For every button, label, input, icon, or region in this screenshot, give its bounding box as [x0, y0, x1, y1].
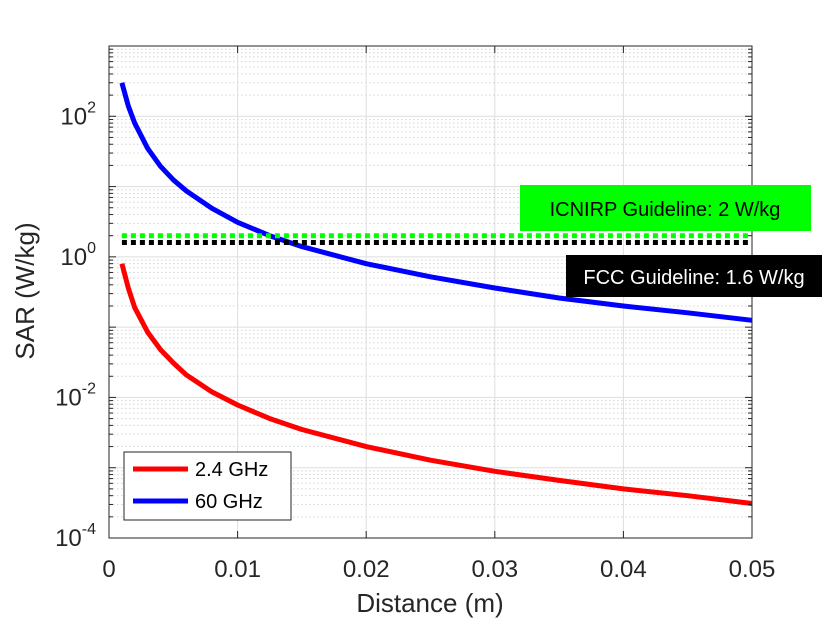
y-tick-label: 10-2: [55, 380, 96, 411]
x-tick-labels: 0 0.01 0.02 0.03 0.04 0.05: [102, 556, 775, 583]
series-line-60-ghz: [119, 82, 753, 323]
y-tick-label: 100: [60, 240, 96, 271]
y-tick-base: 10: [55, 525, 82, 552]
fcc-annotation: FCC Guideline: 1.6 W/kg: [566, 255, 822, 297]
legend-box: [123, 451, 292, 521]
legend-label-60ghz: 60 GHz: [195, 491, 263, 513]
icnirp-annotation-box: [520, 185, 811, 231]
y-tick-label: 102: [60, 99, 96, 130]
x-tick-label: 0.01: [214, 556, 261, 583]
y-tick-exponent: -2: [82, 380, 96, 397]
minor-grid: [109, 48, 752, 518]
y-tick-base: 10: [60, 103, 87, 130]
icnirp-annotation: ICNIRP Guideline: 2 W/kg: [520, 185, 811, 231]
x-tick-label: 0.04: [600, 556, 647, 583]
x-tick-label: 0.03: [471, 556, 518, 583]
series-line-2-4-ghz: [119, 263, 753, 506]
axis-ticks: [108, 45, 753, 539]
y-axis-label: SAR (W/kg): [10, 222, 40, 359]
y-tick-label: 10-4: [55, 521, 96, 552]
x-tick-label: 0.05: [729, 556, 776, 583]
y-tick-base: 10: [55, 384, 82, 411]
y-tick-base: 10: [60, 244, 87, 271]
y-tick-exponent: -4: [82, 521, 96, 538]
fcc-annotation-box: [566, 255, 822, 297]
x-tick-label: 0: [102, 556, 115, 583]
legend: 2.4 GHz 60 GHz: [123, 451, 292, 521]
x-axis-label: Distance (m): [356, 588, 503, 618]
icnirp-annotation-text: ICNIRP Guideline: 2 W/kg: [550, 199, 781, 221]
series-layer: [119, 82, 753, 506]
x-tick-label: 0.02: [343, 556, 390, 583]
y-tick-exponent: 2: [87, 99, 96, 116]
legend-label-2-4ghz: 2.4 GHz: [195, 459, 268, 481]
fcc-annotation-text: FCC Guideline: 1.6 W/kg: [583, 267, 804, 289]
y-tick-exponent: 0: [87, 240, 96, 257]
